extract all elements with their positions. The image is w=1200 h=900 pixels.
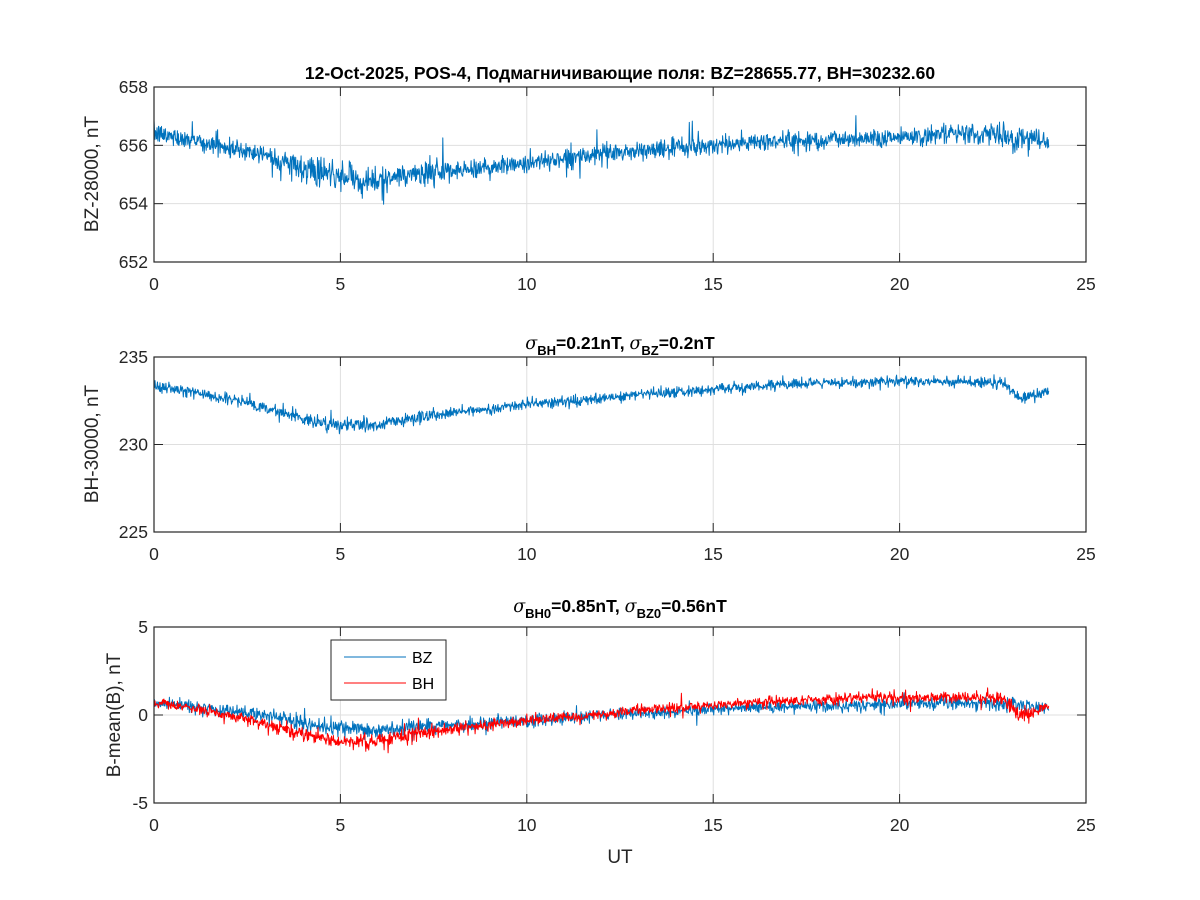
sigma-title: σBH=0.21nT, σBZ=0.2nT bbox=[525, 333, 715, 358]
x-tick-labels: 0 5 10 15 20 25 bbox=[149, 544, 1096, 564]
sigma-subscript: BH bbox=[537, 343, 556, 358]
y-tick-label: 5 bbox=[138, 617, 148, 637]
series-line-bz bbox=[154, 115, 1050, 205]
y-tick-label: 656 bbox=[119, 135, 148, 155]
sigma-title: σBH0=0.85nT, σBZ0=0.56nT bbox=[513, 596, 727, 621]
sigma-subscript: BH0 bbox=[525, 606, 551, 621]
x-tick-label: 15 bbox=[703, 815, 722, 835]
series-line-bh bbox=[154, 687, 1050, 754]
sigma-value: =0.21nT, bbox=[556, 333, 629, 353]
ticks bbox=[153, 626, 1087, 804]
axes-bz: 0 5 10 15 20 25 652 654 656 658 12-Oct-2025, POS… bbox=[82, 63, 1096, 294]
series-line-bz bbox=[154, 692, 1050, 742]
x-tick-label: 5 bbox=[336, 544, 346, 564]
sigma-symbol: σ bbox=[629, 334, 642, 354]
ticks bbox=[153, 356, 1087, 533]
data-lines bbox=[154, 374, 1050, 435]
y-tick-label: 652 bbox=[119, 252, 148, 272]
sigma-symbol: σ bbox=[513, 597, 526, 617]
x-tick-label: 20 bbox=[890, 815, 910, 835]
y-axis-label: B-mean(B), nT bbox=[104, 652, 125, 777]
sigma-symbol: σ bbox=[625, 597, 638, 617]
ticks bbox=[153, 86, 1087, 263]
sigma-symbol: σ bbox=[525, 334, 538, 354]
sigma-value: =0.2nT bbox=[659, 333, 715, 353]
y-tick-label: 654 bbox=[119, 194, 148, 214]
y-tick-label: 225 bbox=[119, 522, 148, 542]
legend-box bbox=[330, 639, 447, 701]
y-tick-label: 658 bbox=[119, 77, 148, 97]
x-tick-label: 10 bbox=[517, 544, 537, 564]
x-tick-label: 10 bbox=[517, 274, 537, 294]
legend-label-bz: BZ bbox=[412, 650, 433, 667]
y-axis-label: BH-30000, nT bbox=[82, 384, 103, 503]
x-tick-labels: 0 5 10 15 20 25 bbox=[149, 274, 1096, 294]
y-tick-label: 235 bbox=[119, 347, 148, 367]
sigma-subscript: BZ0 bbox=[637, 606, 662, 621]
y-tick-label: 230 bbox=[119, 435, 148, 455]
axes-deviation: 0 5 10 15 20 25 -505 σBH0=0.85nT, σBZ0=0.56nT… bbox=[104, 596, 1096, 868]
data-lines bbox=[154, 687, 1050, 754]
x-tick-labels: 0 5 10 15 20 25 bbox=[149, 815, 1096, 835]
sigma-value: =0.56nT bbox=[661, 596, 727, 616]
series-line-bh bbox=[154, 374, 1050, 435]
x-tick-label: 5 bbox=[336, 815, 346, 835]
x-tick-label: 5 bbox=[336, 274, 346, 294]
x-tick-label: 25 bbox=[1076, 274, 1095, 294]
y-tick-labels: -5 0 5 bbox=[132, 617, 148, 813]
x-tick-label: 20 bbox=[890, 544, 910, 564]
x-tick-label: 25 bbox=[1076, 544, 1095, 564]
data-lines bbox=[154, 115, 1050, 205]
chart-title: 12-Oct-2025, POS-4, Подмагничивающие пол… bbox=[305, 63, 935, 83]
y-tick-labels: 652 654 656 658 bbox=[119, 77, 148, 272]
x-tick-label: 0 bbox=[149, 815, 159, 835]
sigma-subscript: BZ bbox=[641, 343, 658, 358]
axes-frame bbox=[153, 86, 1087, 263]
x-tick-label: 25 bbox=[1076, 815, 1095, 835]
x-axis-label: UT bbox=[607, 847, 633, 868]
y-tick-label: -5 bbox=[132, 793, 148, 813]
x-tick-label: 20 bbox=[890, 274, 910, 294]
x-tick-label: 15 bbox=[703, 544, 722, 564]
x-tick-label: 0 bbox=[149, 274, 159, 294]
x-tick-label: 10 bbox=[517, 815, 537, 835]
legend[interactable]: BZ BH bbox=[330, 639, 447, 701]
y-tick-label: 0 bbox=[138, 705, 148, 725]
legend-label-bh: BH bbox=[412, 676, 434, 693]
x-tick-label: 0 bbox=[149, 544, 159, 564]
x-tick-label: 15 bbox=[703, 274, 722, 294]
sigma-value: =0.85nT, bbox=[551, 596, 624, 616]
y-tick-labels: 225 230 235 bbox=[119, 347, 148, 542]
y-axis-label: BZ-28000, nT bbox=[82, 116, 103, 233]
